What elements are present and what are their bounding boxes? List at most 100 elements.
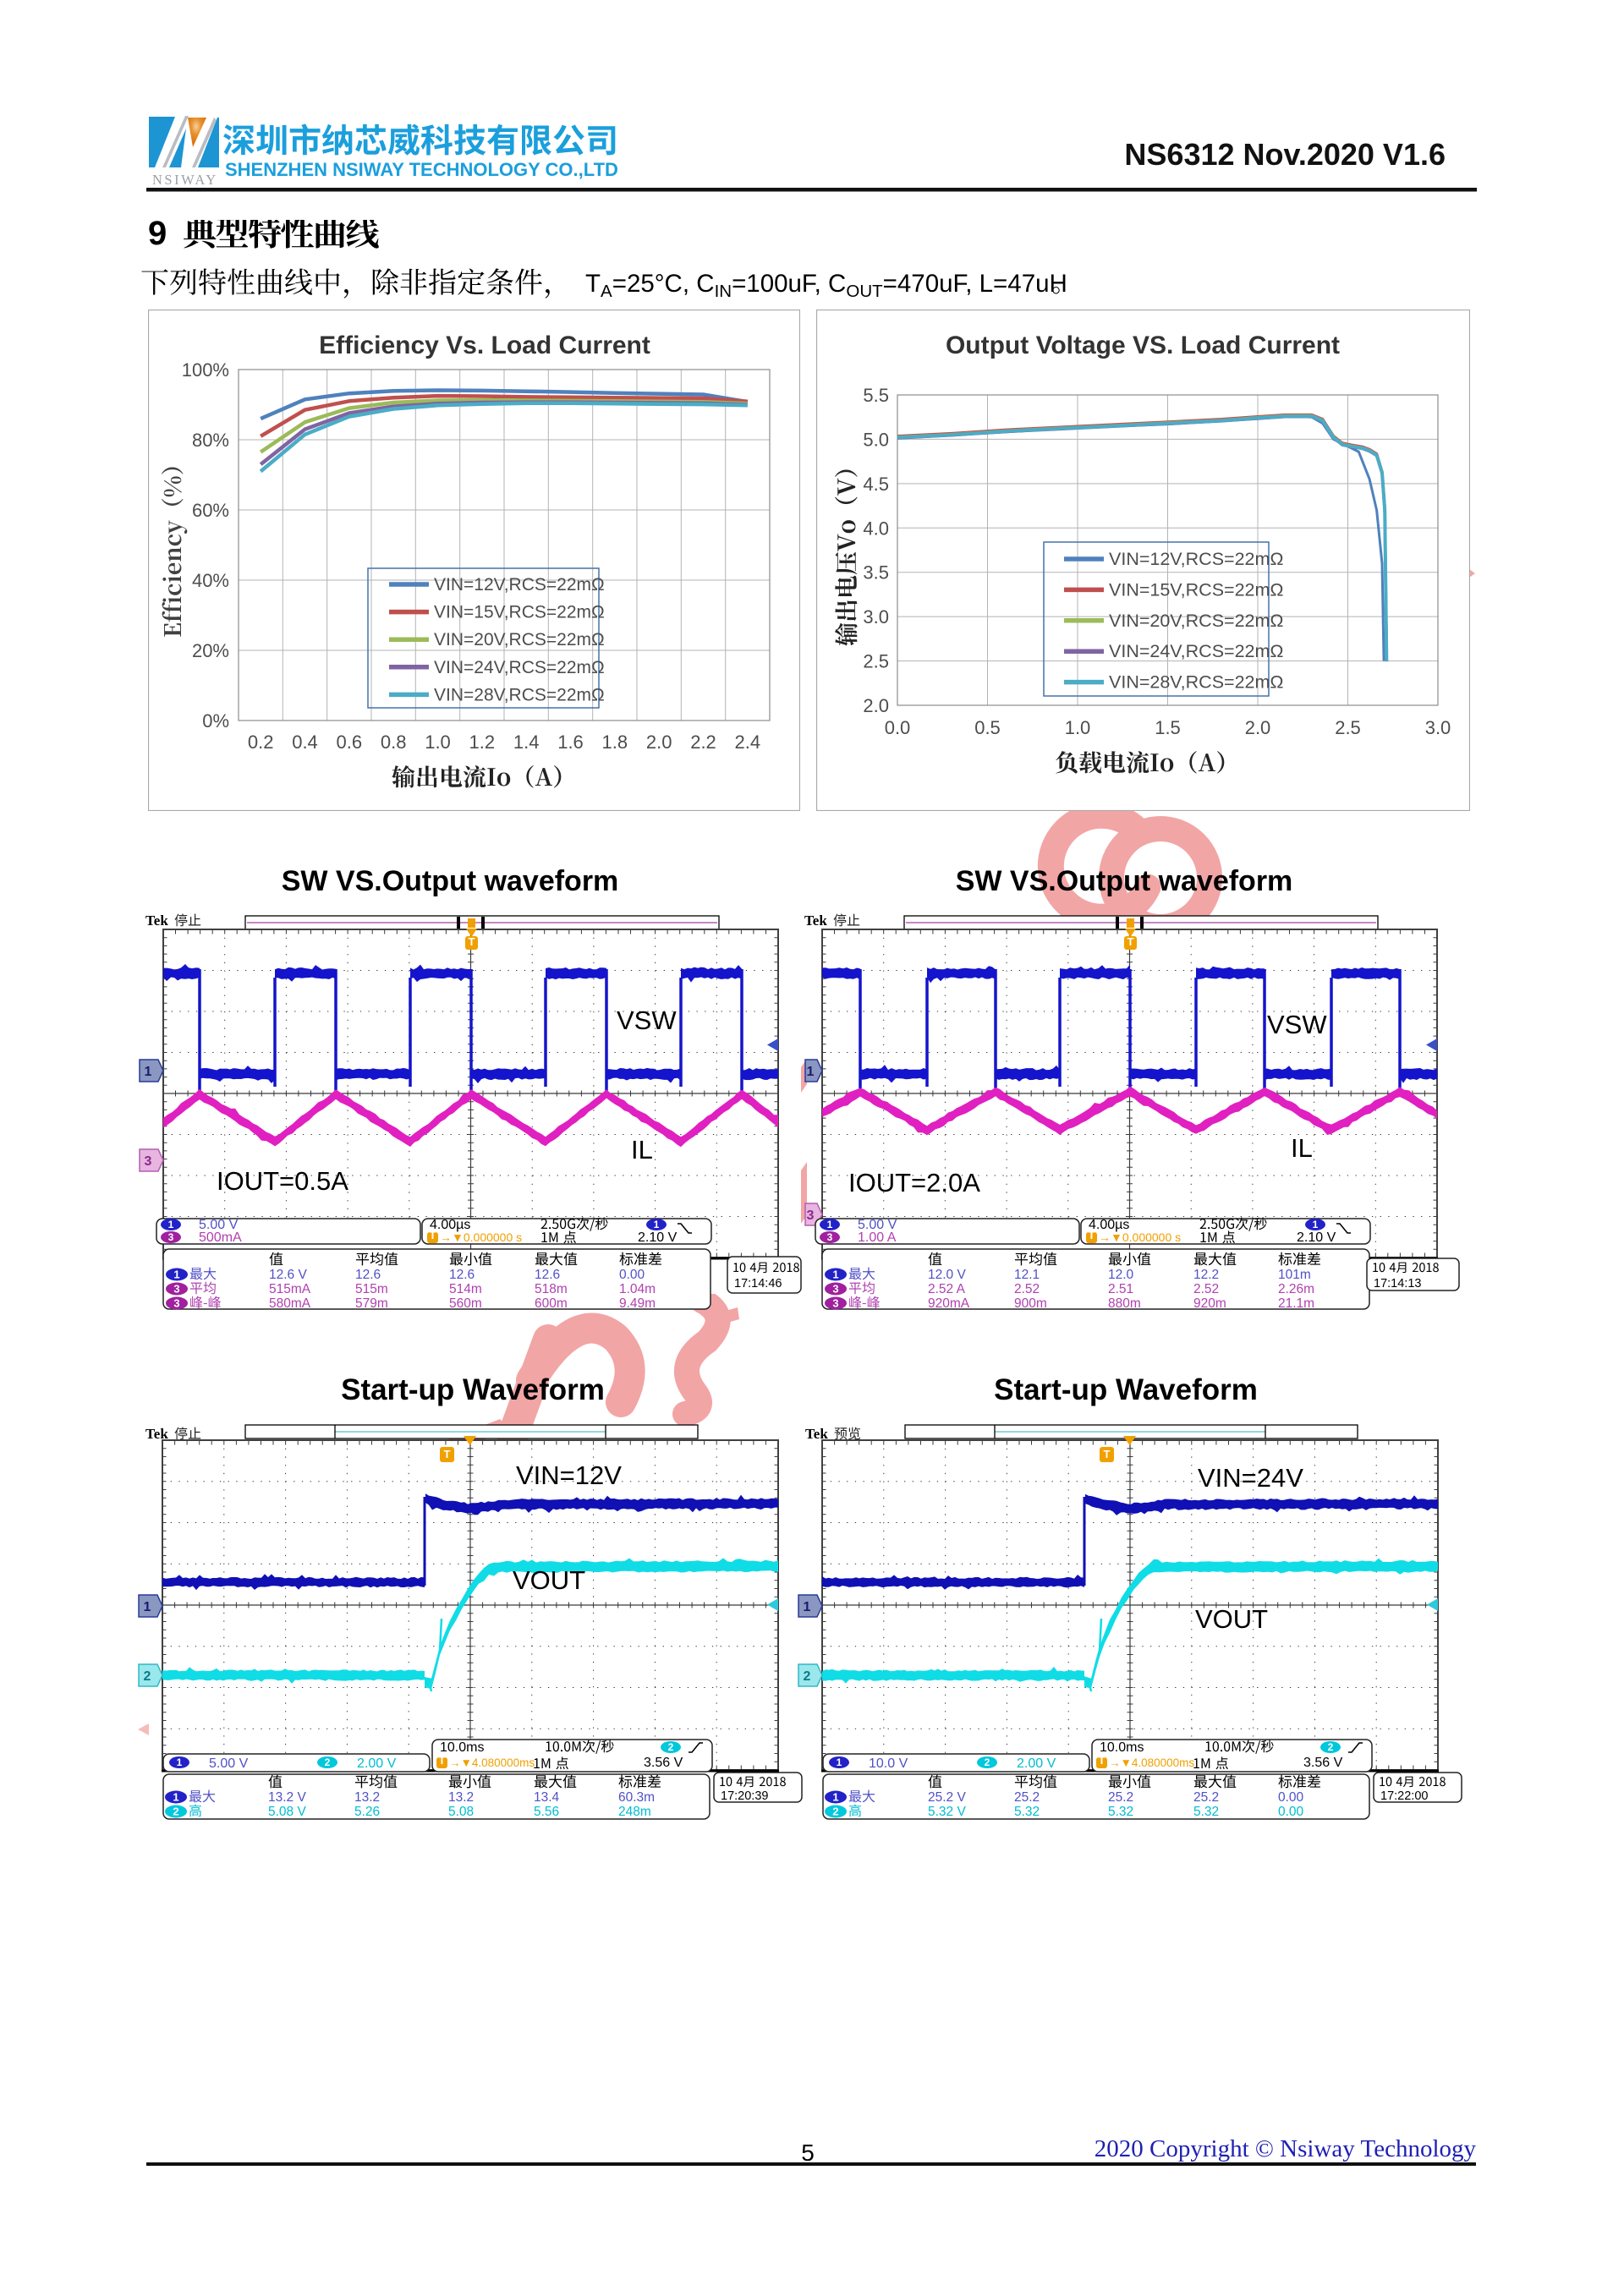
svg-text:580mA: 580mA bbox=[269, 1296, 311, 1311]
svg-text:248m: 248m bbox=[618, 1805, 651, 1819]
svg-text:579m: 579m bbox=[355, 1296, 388, 1311]
svg-text:2: 2 bbox=[804, 1669, 811, 1684]
svg-text:VIN=12V,RCS=22mΩ: VIN=12V,RCS=22mΩ bbox=[1109, 549, 1284, 569]
svg-text:0.8: 0.8 bbox=[381, 732, 407, 753]
svg-text:1.04m: 1.04m bbox=[619, 1282, 656, 1296]
svg-text:0%: 0% bbox=[202, 710, 229, 732]
svg-text:2: 2 bbox=[668, 1741, 674, 1753]
svg-text:Tek: Tek bbox=[804, 912, 827, 929]
svg-text:2.52 A: 2.52 A bbox=[928, 1282, 966, 1296]
svg-text:VIN=28V,RCS=22mΩ: VIN=28V,RCS=22mΩ bbox=[434, 685, 605, 704]
svg-text:4.00µs: 4.00µs bbox=[1089, 1218, 1129, 1232]
svg-text:VIN=24V,RCS=22mΩ: VIN=24V,RCS=22mΩ bbox=[434, 658, 605, 677]
svg-text:3: 3 bbox=[827, 1231, 833, 1243]
svg-text:2.10 V: 2.10 V bbox=[638, 1230, 678, 1245]
svg-text:600m: 600m bbox=[535, 1296, 568, 1311]
svg-text:5.00 V: 5.00 V bbox=[858, 1218, 897, 1232]
svg-text:1: 1 bbox=[654, 1219, 660, 1230]
svg-text:1: 1 bbox=[807, 1065, 815, 1079]
svg-text:3.0: 3.0 bbox=[863, 606, 889, 627]
svg-text:12.6: 12.6 bbox=[355, 1268, 381, 1282]
svg-text:2.10 V: 2.10 V bbox=[1297, 1230, 1336, 1245]
svg-text:12.6 V: 12.6 V bbox=[269, 1268, 307, 1282]
svg-text:100%: 100% bbox=[182, 359, 229, 381]
svg-text:500mA: 500mA bbox=[199, 1230, 242, 1245]
svg-text:5.32 V: 5.32 V bbox=[928, 1805, 966, 1819]
svg-text:5.08 V: 5.08 V bbox=[268, 1805, 306, 1819]
svg-text:0.5: 0.5 bbox=[974, 717, 1001, 738]
svg-text:10.0ms: 10.0ms bbox=[1100, 1740, 1144, 1755]
svg-text:5.00 V: 5.00 V bbox=[209, 1756, 249, 1771]
svg-text:IL: IL bbox=[1291, 1133, 1313, 1163]
svg-text:12.2: 12.2 bbox=[1193, 1268, 1219, 1282]
svg-text:80%: 80% bbox=[192, 430, 229, 451]
svg-text:9.49m: 9.49m bbox=[619, 1296, 656, 1311]
svg-text:IL: IL bbox=[631, 1135, 653, 1164]
svg-text:4.00µs: 4.00µs bbox=[430, 1218, 470, 1232]
svg-text:1.6: 1.6 bbox=[557, 732, 584, 753]
svg-text:T: T bbox=[1127, 935, 1134, 948]
svg-text:2: 2 bbox=[173, 1806, 178, 1818]
svg-text:T: T bbox=[430, 1229, 436, 1241]
svg-text:5.32: 5.32 bbox=[1108, 1805, 1133, 1819]
svg-text:920mA: 920mA bbox=[928, 1296, 970, 1311]
svg-text:NS6312 Nov.2020 V1.6: NS6312 Nov.2020 V1.6 bbox=[1124, 137, 1446, 172]
svg-text:T: T bbox=[1099, 1754, 1106, 1767]
svg-text:0.2: 0.2 bbox=[248, 732, 274, 753]
svg-text:5.26: 5.26 bbox=[354, 1805, 380, 1819]
svg-text:17:14:13: 17:14:13 bbox=[1374, 1277, 1421, 1290]
svg-text:T: T bbox=[439, 1754, 446, 1767]
svg-text:2.0: 2.0 bbox=[1245, 717, 1271, 738]
svg-text:60.3m: 60.3m bbox=[618, 1790, 655, 1805]
svg-text:→▼4.080000ms: →▼4.080000ms bbox=[1109, 1756, 1194, 1769]
svg-text:Tek: Tek bbox=[145, 912, 168, 929]
svg-text:VIN=12V,RCS=22mΩ: VIN=12V,RCS=22mΩ bbox=[434, 575, 605, 595]
svg-text:2.0: 2.0 bbox=[646, 732, 672, 753]
svg-text:25.2: 25.2 bbox=[1014, 1790, 1040, 1805]
svg-text:IOUT=0.5A: IOUT=0.5A bbox=[217, 1166, 348, 1196]
svg-text:T: T bbox=[1089, 1229, 1095, 1241]
svg-text:T: T bbox=[1104, 1448, 1111, 1460]
svg-text:VIN=12V: VIN=12V bbox=[516, 1460, 622, 1490]
svg-text:1: 1 bbox=[144, 1600, 151, 1614]
svg-text:2.4: 2.4 bbox=[735, 732, 761, 753]
svg-text:920m: 920m bbox=[1193, 1296, 1226, 1311]
svg-text:3: 3 bbox=[832, 1297, 838, 1310]
svg-text:1.00 A: 1.00 A bbox=[858, 1230, 897, 1245]
svg-text:2: 2 bbox=[1328, 1741, 1334, 1753]
svg-text:13.2 V: 13.2 V bbox=[268, 1790, 306, 1805]
svg-text:40%: 40% bbox=[192, 570, 229, 591]
svg-text:5.08: 5.08 bbox=[448, 1805, 474, 1819]
svg-text:2.5: 2.5 bbox=[863, 651, 889, 672]
svg-text:3.56 V: 3.56 V bbox=[644, 1756, 683, 1770]
svg-text:SHENZHEN NSIWAY TECHNOLOGY CO.: SHENZHEN NSIWAY TECHNOLOGY CO.,LTD bbox=[225, 159, 618, 180]
svg-text:T: T bbox=[469, 935, 475, 948]
svg-text:2.52: 2.52 bbox=[1014, 1282, 1040, 1296]
svg-text:515mA: 515mA bbox=[269, 1282, 311, 1296]
svg-text:1.2: 1.2 bbox=[469, 732, 496, 753]
svg-text:60%: 60% bbox=[192, 500, 229, 521]
svg-text:10.0ms: 10.0ms bbox=[440, 1740, 484, 1755]
svg-text:5.32: 5.32 bbox=[1014, 1805, 1040, 1819]
svg-text:VSW: VSW bbox=[617, 1006, 677, 1035]
svg-text:→▼4.080000ms: →▼4.080000ms bbox=[449, 1756, 535, 1769]
svg-text:VIN=24V,RCS=22mΩ: VIN=24V,RCS=22mΩ bbox=[1109, 641, 1284, 661]
svg-text:1: 1 bbox=[1313, 1219, 1319, 1230]
svg-text:5.00 V: 5.00 V bbox=[199, 1218, 239, 1232]
svg-text:2: 2 bbox=[985, 1756, 990, 1768]
svg-text:VOUT: VOUT bbox=[1195, 1604, 1268, 1634]
svg-text:514m: 514m bbox=[449, 1282, 482, 1296]
svg-text:2.52: 2.52 bbox=[1193, 1282, 1219, 1296]
svg-text:0.6: 0.6 bbox=[337, 732, 363, 753]
svg-text:5.32: 5.32 bbox=[1193, 1805, 1219, 1819]
svg-text:2.2: 2.2 bbox=[690, 732, 716, 753]
svg-text:2.26m: 2.26m bbox=[1278, 1282, 1314, 1296]
svg-text:0.00: 0.00 bbox=[1278, 1790, 1304, 1805]
svg-text:1: 1 bbox=[173, 1791, 178, 1804]
svg-text:IOUT=2.0A: IOUT=2.0A bbox=[848, 1168, 980, 1197]
svg-text:2: 2 bbox=[144, 1669, 151, 1684]
svg-text:2.0: 2.0 bbox=[863, 695, 889, 716]
svg-text:20%: 20% bbox=[192, 640, 229, 661]
svg-text:3.0: 3.0 bbox=[1425, 717, 1451, 738]
svg-text:3: 3 bbox=[145, 1154, 152, 1169]
